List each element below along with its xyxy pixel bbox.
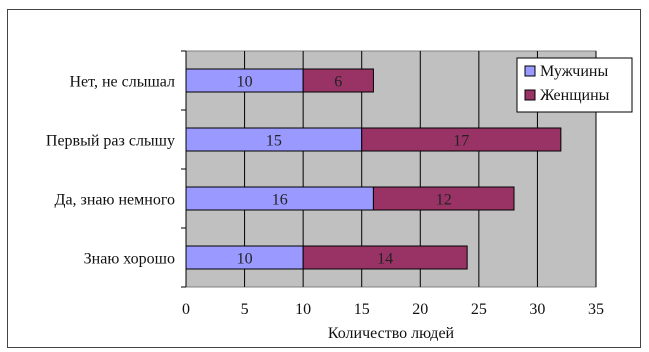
x-tick-label: 35 [588, 301, 604, 318]
data-label: 14 [377, 251, 393, 268]
category-label: Знаю хорошо [84, 251, 175, 268]
data-label: 6 [334, 74, 342, 91]
category-label: Да, знаю немного [55, 192, 175, 209]
category-label: Нет, не слышал [70, 74, 176, 91]
x-tick-label: 15 [354, 301, 370, 318]
data-label: 17 [453, 133, 469, 150]
bars [185, 68, 562, 270]
x-tick-label: 10 [295, 301, 311, 318]
legend-swatch [524, 89, 536, 101]
category-label: Первый раз слышу [46, 133, 175, 150]
bar-women [302, 245, 468, 270]
x-tick-label: 0 [182, 301, 190, 318]
data-label: 10 [237, 251, 253, 268]
legend-swatch [524, 65, 536, 77]
axes: 0 5 10 15 20 25 30 35 Нет, не слышал Первый раз с… [46, 50, 604, 318]
legend-label: Мужчины [540, 63, 608, 80]
legend-box [516, 57, 633, 113]
data-label: 15 [266, 133, 282, 150]
legend-label: Женщины [540, 87, 610, 104]
data-labels: 10 6 15 17 16 12 10 14 [237, 74, 470, 268]
data-label: 16 [272, 192, 288, 209]
x-tick-label: 25 [471, 301, 487, 318]
x-tick-label: 30 [529, 301, 545, 318]
x-tick-label: 5 [241, 301, 249, 318]
data-label: 12 [436, 192, 452, 209]
bar-women [302, 68, 374, 93]
x-tick-label: 20 [412, 301, 428, 318]
legend: Мужчины Женщины [516, 57, 633, 113]
bar-women [372, 186, 515, 211]
data-label: 10 [237, 74, 253, 91]
x-axis-title: Количество людей [328, 325, 455, 342]
bar-women [361, 127, 562, 152]
